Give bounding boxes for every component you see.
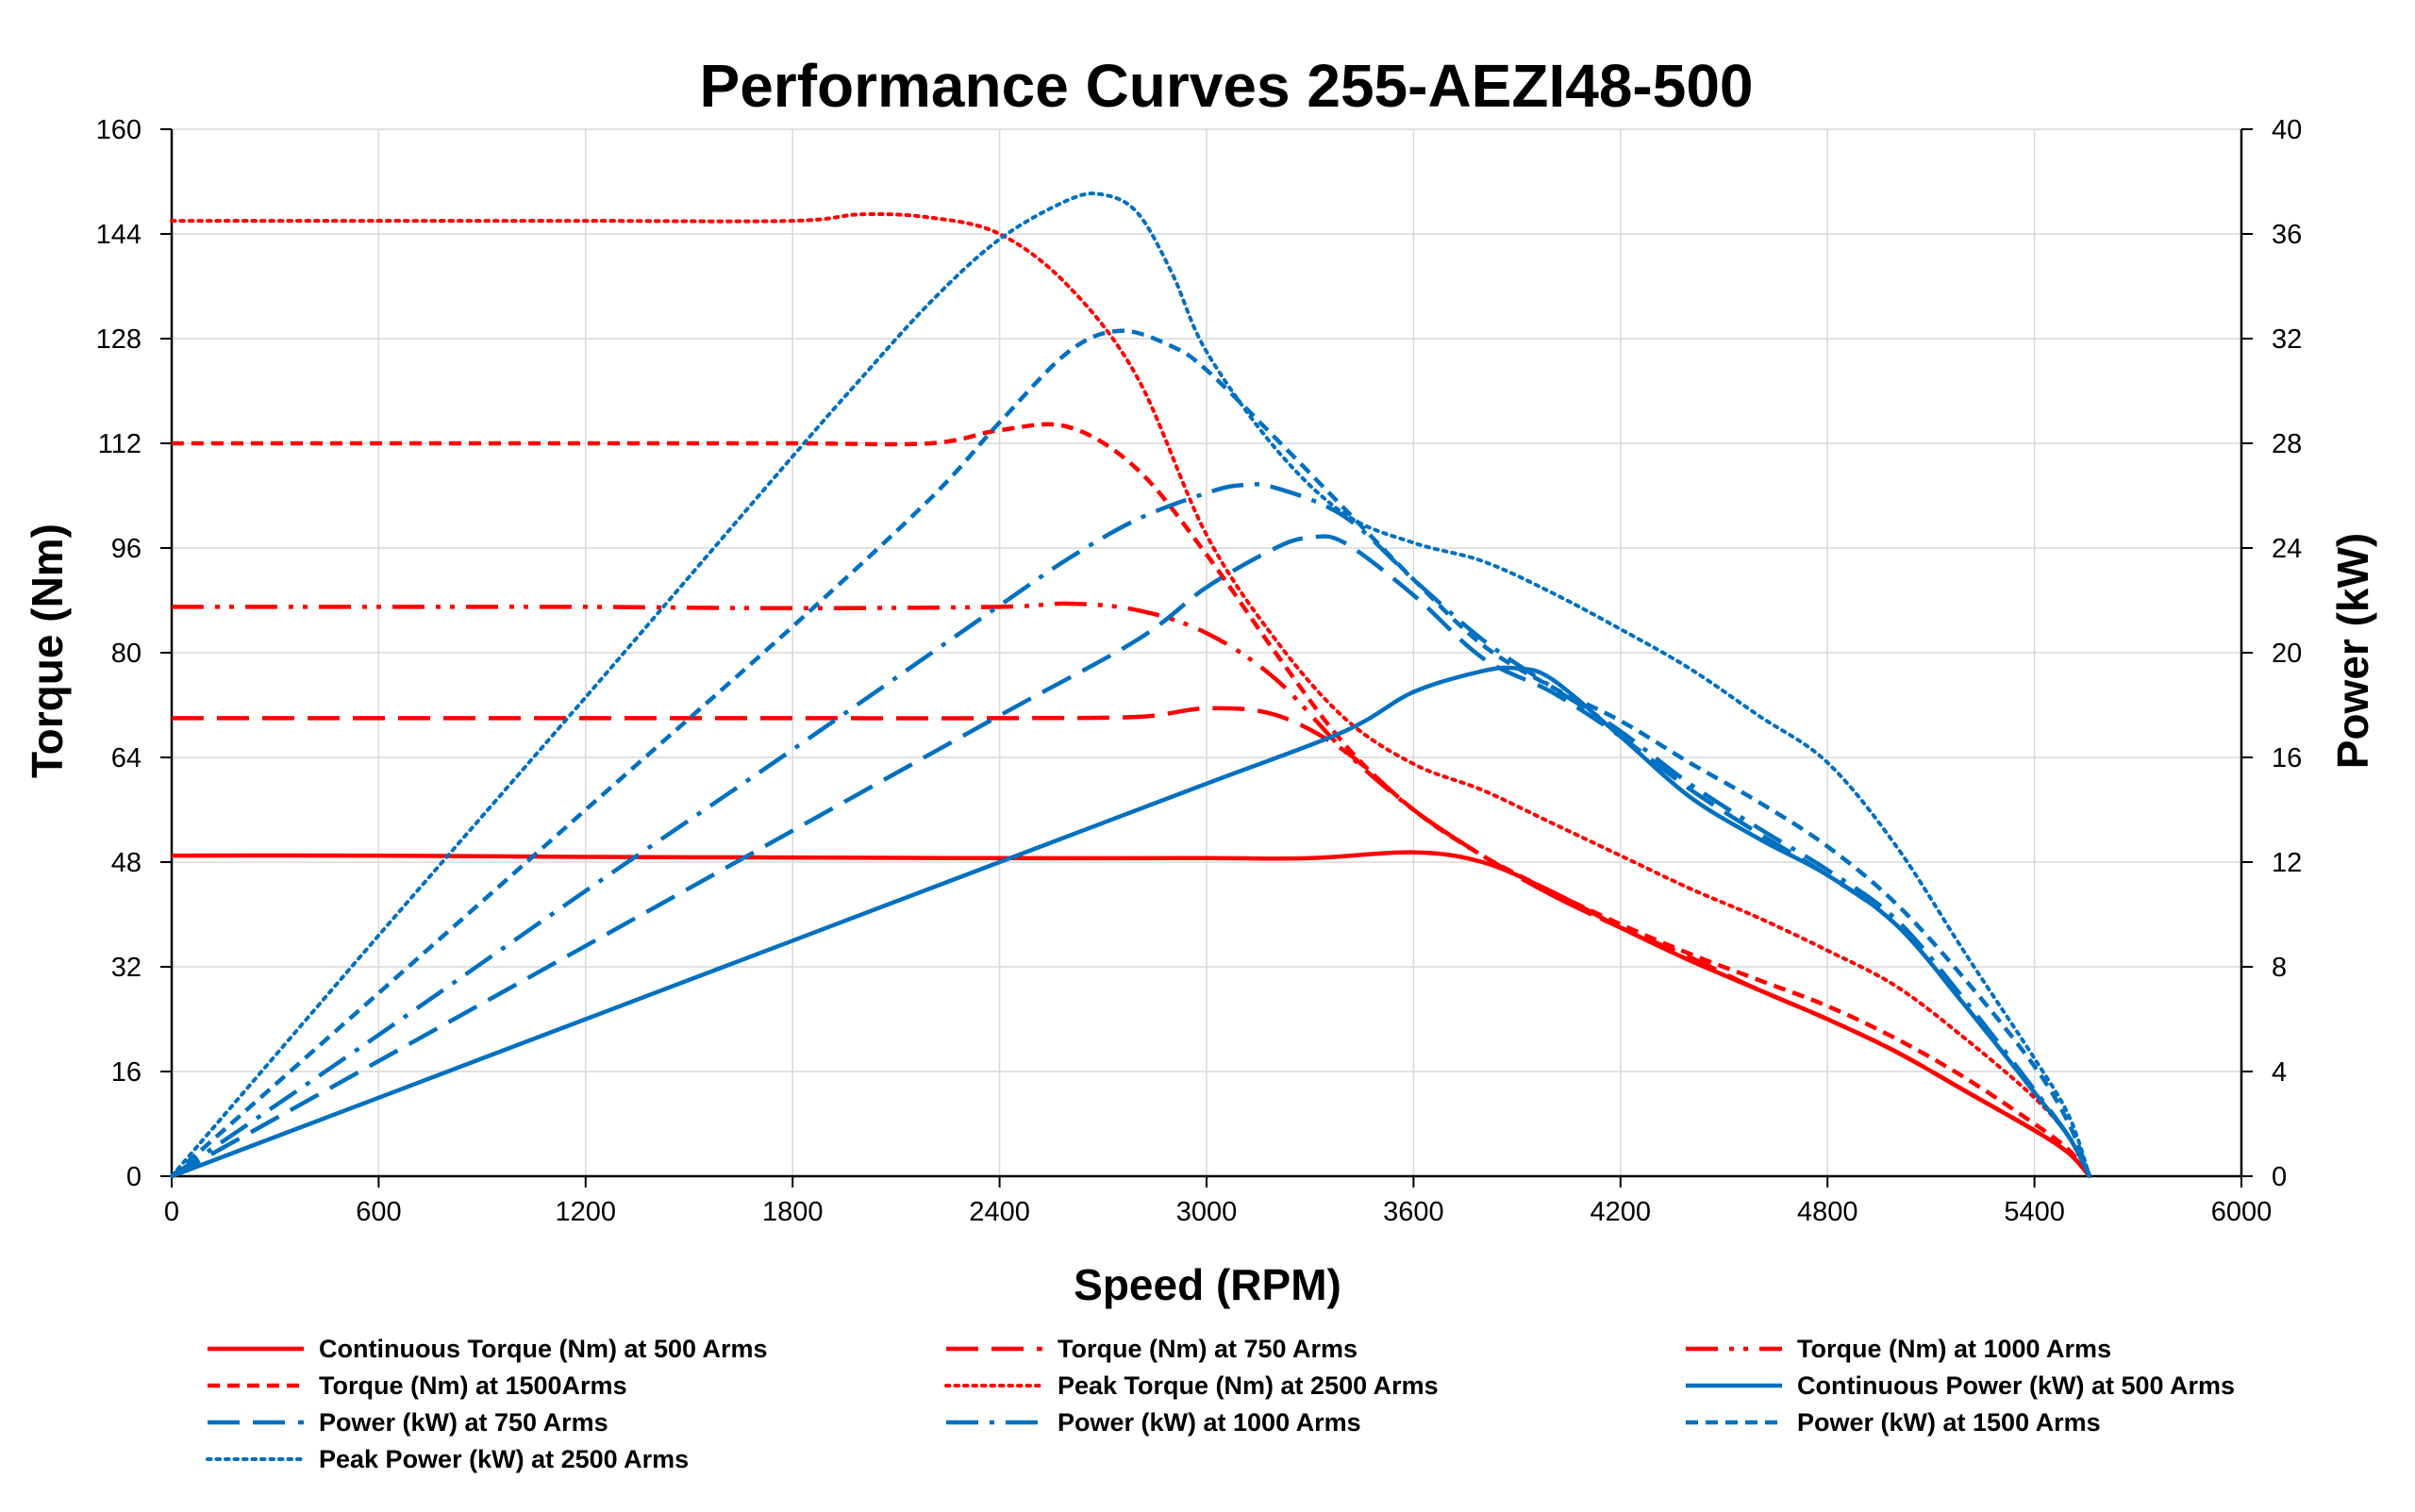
y2-tick-label: 8 bbox=[2272, 953, 2287, 983]
series-line-torque-nm-at-1000-arms bbox=[172, 601, 2091, 1178]
legend-label: Torque (Nm) at 1500Arms bbox=[319, 1371, 627, 1400]
series-line-peak-torque-nm-at-2500-arms bbox=[170, 211, 2092, 1178]
y-tick-label: 128 bbox=[96, 324, 142, 355]
legend-label: Torque (Nm) at 1000 Arms bbox=[1797, 1335, 2111, 1363]
y-tick-label: 80 bbox=[111, 639, 142, 669]
x-tick-label: 3600 bbox=[1383, 1197, 1444, 1227]
legend-label: Continuous Power (kW) at 500 Arms bbox=[1797, 1371, 2235, 1400]
series-line-power-kw-at-1500-arms bbox=[170, 328, 2092, 1178]
x-axis-title: Speed (RPM) bbox=[1074, 1260, 1341, 1309]
y2-tick-label: 0 bbox=[2272, 1162, 2287, 1192]
legend: Continuous Torque (Nm) at 500 Arms Torque… bbox=[206, 1335, 2235, 1473]
y-axis-title: Torque (Nm) bbox=[23, 523, 72, 778]
x-tick-label: 0 bbox=[164, 1197, 179, 1227]
x-tick-label: 600 bbox=[356, 1197, 401, 1227]
x-tick-label: 2400 bbox=[969, 1197, 1030, 1227]
y2-tick-label: 36 bbox=[2272, 220, 2302, 250]
y2-tick-label: 12 bbox=[2272, 848, 2302, 878]
grid bbox=[172, 128, 2241, 1176]
axes: 0 600 1200 1800 2400 3000 3600 4200 4800 5400 6000… bbox=[96, 115, 2303, 1227]
legend-label: Continuous Torque (Nm) at 500 Arms bbox=[319, 1335, 768, 1363]
y-tick-label: 0 bbox=[126, 1162, 142, 1192]
legend-label: Power (kW) at 750 Arms bbox=[319, 1408, 608, 1437]
y-tick-label: 48 bbox=[111, 848, 142, 878]
legend-label: Peak Power (kW) at 2500 Arms bbox=[319, 1445, 689, 1473]
x-tick-label: 3000 bbox=[1176, 1197, 1238, 1227]
y2-tick-label: 4 bbox=[2272, 1057, 2287, 1088]
y-tick-label: 32 bbox=[111, 953, 142, 983]
y2-tick-label: 16 bbox=[2272, 743, 2302, 773]
x-tick-label: 5400 bbox=[2004, 1197, 2065, 1227]
y2-tick-label: 24 bbox=[2272, 534, 2302, 564]
x-tick-label: 4200 bbox=[1591, 1197, 1652, 1227]
legend-label: Torque (Nm) at 750 Arms bbox=[1058, 1335, 1357, 1363]
x-tick-label: 6000 bbox=[2211, 1197, 2273, 1227]
y-tick-label: 16 bbox=[111, 1057, 142, 1088]
y-tick-label: 112 bbox=[98, 429, 142, 459]
series-line-peak-power-kw-at-2500-arms bbox=[170, 191, 2092, 1178]
y2-tick-label: 28 bbox=[2272, 429, 2302, 459]
legend-label: Peak Torque (Nm) at 2500 Arms bbox=[1058, 1371, 1439, 1400]
x-tick-label: 1800 bbox=[762, 1197, 824, 1227]
y-tick-label: 64 bbox=[111, 743, 142, 773]
y2-tick-label: 32 bbox=[2272, 324, 2302, 355]
chart-title: Performance Curves 255-AEZI48-500 bbox=[700, 52, 1754, 120]
legend-label: Power (kW) at 1000 Arms bbox=[1058, 1408, 1361, 1437]
legend-label: Power (kW) at 1500 Arms bbox=[1797, 1408, 2101, 1437]
y-tick-label: 96 bbox=[111, 534, 142, 564]
y2-tick-label: 40 bbox=[2272, 115, 2302, 145]
y-tick-label: 144 bbox=[96, 220, 142, 250]
x-tick-label: 1200 bbox=[556, 1197, 617, 1227]
series-layer bbox=[170, 191, 2092, 1179]
y-tick-label: 160 bbox=[96, 115, 142, 145]
series-line-power-kw-at-1000-arms bbox=[170, 482, 2092, 1178]
x-tick-label: 4800 bbox=[1797, 1197, 1858, 1227]
y2-tick-label: 20 bbox=[2272, 639, 2302, 669]
series-line-power-kw-at-750-arms bbox=[170, 534, 2092, 1178]
y2-axis-title: Power (kW) bbox=[2328, 533, 2377, 769]
